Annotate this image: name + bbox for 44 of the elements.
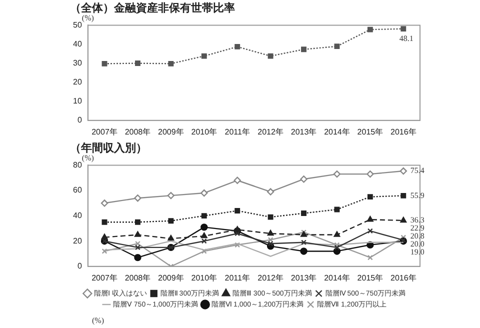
y-axis-title: (%) [82,13,94,22]
data-label: 22.9 [410,223,424,232]
y-tick-label: 50 [72,20,82,30]
y-tick-label: 10 [72,96,82,106]
x-tick-label: 2008年 [124,127,151,136]
y-tick-label: 60 [72,186,82,195]
data-label: 48.1 [399,34,414,43]
y-tick-label: 0 [77,262,82,271]
x-tick-label: 2015年 [357,273,384,282]
y-tick-label: 40 [72,39,82,48]
x-tick-label: 2014年 [324,127,350,136]
text: (%) [92,316,104,325]
x-tick-label: 2009年 [158,127,184,136]
chart-title: （年間収入別） [70,141,147,154]
x-tick-label: 2010年 [191,273,218,282]
data-label: 19.0 [410,247,424,256]
chart-title: （全体）金融資産非保有世帯比率 [70,1,235,14]
x-tick-label: 2013年 [290,127,317,136]
data-label: 20.0 [410,239,424,248]
y-tick-label: 0 [77,116,82,125]
y-tick-label: 20 [72,78,82,87]
x-tick-label: 2012年 [258,273,284,282]
x-tick-label: 2013年 [290,273,317,282]
x-tick-label: 2009年 [158,273,184,282]
data-label: 55.9 [410,190,424,200]
x-tick-label: 2012年 [258,127,284,136]
x-tick-label: 2007年 [92,273,118,282]
x-tick-label: 2010年 [191,127,218,136]
x-tick-label: 2015年 [357,127,384,136]
x-tick-label: 2011年 [224,127,250,136]
x-tick-label: 2011年 [224,273,250,282]
y-tick-label: 20 [72,236,82,246]
data-label: 75.4 [410,166,424,176]
data-label: 36.3 [410,216,424,225]
x-tick-label: 2014年 [324,273,350,282]
y-tick-label: 30 [72,58,82,68]
x-tick-label: 2008年 [124,273,151,282]
y-tick-label: 40 [72,211,82,220]
x-tick-label: 2016年 [390,127,416,136]
data-label: 20.8 [410,231,424,240]
y-tick-label: 80 [72,160,82,170]
y-axis-title: (%) [82,153,94,162]
x-tick-label: 2016年 [390,273,416,282]
x-tick-label: 2007年 [92,127,118,136]
